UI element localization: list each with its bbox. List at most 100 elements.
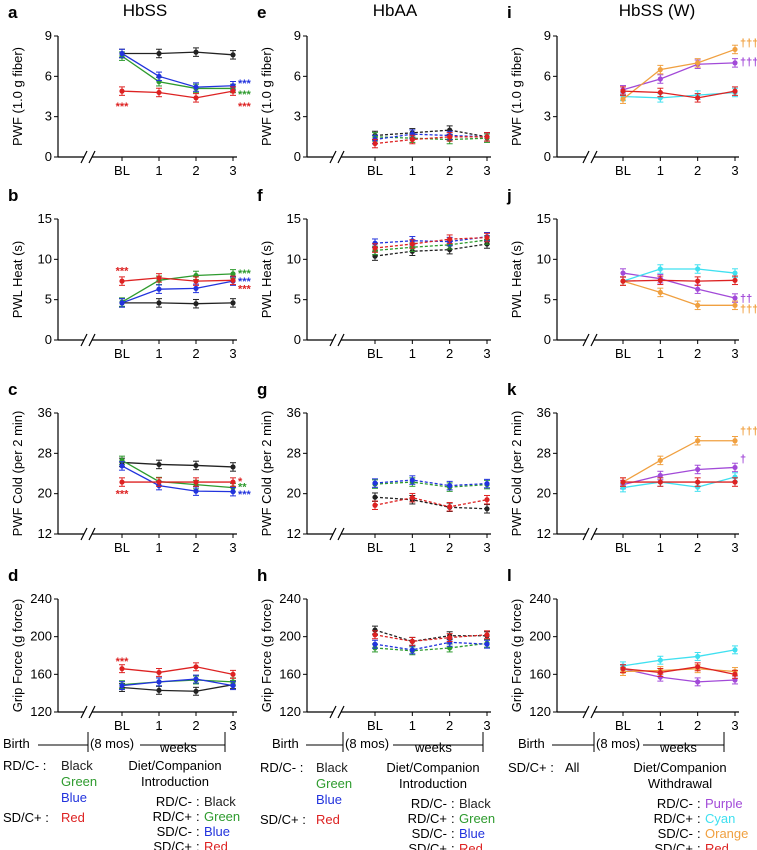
data-point-red <box>193 278 199 284</box>
green-label-1: Green <box>61 774 97 789</box>
series-line-blue <box>374 133 488 141</box>
y-tick-label: 120 <box>529 704 551 719</box>
data-point-red <box>156 275 162 281</box>
data-point-blue <box>193 676 199 682</box>
legend-withdrawal: RD/C-: Purple RD/C+: Cyan SD/C-: Orange SD/C+:… <box>654 796 749 850</box>
data-point-blue <box>372 641 378 647</box>
data-point-blue <box>409 647 415 653</box>
y-tick-label: 5 <box>294 292 301 307</box>
legend-colon: : <box>196 839 200 850</box>
x-tick-label: BL <box>367 346 383 361</box>
data-point-red <box>657 479 663 485</box>
panel-e: e 0 3 6 9 PWF (1.0 g fiber) BL 1 2 3 <box>257 3 491 178</box>
panel-letter-e: e <box>257 3 266 22</box>
y-tick-label: 160 <box>529 666 551 681</box>
axis-break-mark <box>582 527 590 541</box>
x-tick-label: BL <box>615 718 631 733</box>
y-tick-label: 6 <box>544 68 551 83</box>
axis-break-mark <box>80 333 88 347</box>
y-axis-label: PWL Heat (s) <box>10 241 25 319</box>
axis-break-mark <box>337 527 345 541</box>
axis-break-mark <box>88 333 96 347</box>
y-tick-label: 36 <box>38 405 52 420</box>
data-point-red <box>732 671 738 677</box>
significance-marker-orange: ††† <box>740 38 757 50</box>
data-point-red <box>372 140 378 147</box>
significance-marker-green: ** <box>238 482 247 494</box>
y-tick-label: 28 <box>38 445 52 460</box>
data-point-black <box>156 300 162 306</box>
legend-colon: : <box>697 811 701 826</box>
legend-color-name: Green <box>459 811 495 826</box>
series-line-black <box>121 461 234 468</box>
data-point-purple <box>657 76 663 82</box>
red-label-1: Red <box>61 810 85 825</box>
legend-group-label: RD/C- <box>657 796 693 811</box>
y-tick-label: 20 <box>38 486 52 501</box>
axis-break-mark <box>88 527 96 541</box>
legend-colon: : <box>697 796 701 811</box>
legend-color-name: Orange <box>705 826 748 841</box>
y-tick-label: 28 <box>537 445 551 460</box>
data-point-black <box>230 300 236 306</box>
data-point-red <box>620 666 626 672</box>
series-line-blue <box>121 465 234 493</box>
series-line-red <box>622 90 736 99</box>
data-point-red <box>372 502 378 508</box>
axis-break-mark <box>337 705 345 719</box>
data-point-black <box>193 688 199 694</box>
y-tick-label: 120 <box>30 704 52 719</box>
data-point-red <box>156 89 162 96</box>
data-point-red <box>484 497 490 503</box>
y-tick-label: 0 <box>544 332 551 347</box>
data-point-blue <box>372 480 378 486</box>
legend-color-name: Cyan <box>705 811 735 826</box>
data-point-red <box>620 278 626 284</box>
axis-break-mark <box>337 333 345 347</box>
data-point-blue <box>484 641 490 647</box>
data-point-red <box>119 278 125 284</box>
data-point-purple <box>657 472 663 479</box>
y-tick-label: 240 <box>279 591 301 606</box>
data-point-blue <box>193 488 199 494</box>
axis-break-mark <box>329 527 337 541</box>
legend-intro-2: RD/C-: Black RD/C+: Green SD/C-: Blue SD/C+: Re… <box>408 796 496 850</box>
data-point-red <box>230 671 236 677</box>
x-tick-label: 2 <box>446 718 453 733</box>
x-tick-label: 2 <box>694 540 701 555</box>
data-point-red <box>156 479 162 485</box>
y-axis-label: Grip Force (g force) <box>509 599 524 712</box>
significance-marker-red: *** <box>116 656 130 668</box>
data-point-orange <box>732 46 738 53</box>
intro-title-2b: Introduction <box>399 776 467 791</box>
data-point-purple <box>732 464 738 471</box>
data-point-cyan <box>732 270 738 276</box>
x-tick-label: 2 <box>192 163 199 178</box>
sd-c-plus-label-1: SD/C+ : <box>3 810 49 825</box>
y-axis-label: PWF (1.0 g fiber) <box>10 47 25 146</box>
data-point-red <box>156 669 162 676</box>
blue-label-1: Blue <box>61 790 87 805</box>
data-point-blue <box>230 489 236 495</box>
x-tick-label: BL <box>615 346 631 361</box>
data-point-red <box>372 632 378 638</box>
data-point-blue <box>119 50 125 57</box>
y-tick-label: 200 <box>529 629 551 644</box>
panel-letter-c: c <box>8 380 17 399</box>
legend-colon: : <box>697 841 701 850</box>
legend-group-label: SD/C+ <box>153 839 192 850</box>
data-point-orange <box>657 457 663 463</box>
significance-marker-purple: ††† <box>740 57 757 69</box>
legend-colon: : <box>697 826 701 841</box>
data-point-red <box>230 88 236 94</box>
axis-break-mark <box>590 527 598 541</box>
x-tick-label: 1 <box>657 163 664 178</box>
data-point-black <box>484 506 490 512</box>
x-tick-label: 1 <box>409 346 416 361</box>
data-point-black <box>230 52 236 58</box>
y-tick-label: 15 <box>38 211 52 226</box>
series-line-purple <box>622 272 736 299</box>
birth-label-2: Birth <box>272 736 299 751</box>
data-point-blue <box>193 285 199 291</box>
axis-break-mark <box>329 705 337 719</box>
